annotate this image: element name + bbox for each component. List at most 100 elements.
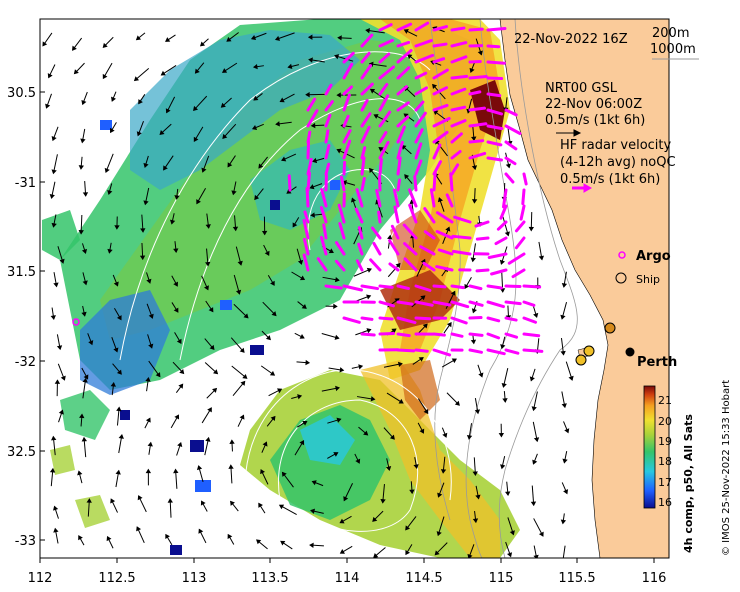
x-tick-label: 114.5: [405, 571, 442, 586]
hf-arrow: [414, 86, 429, 96]
hf-arrow: [287, 174, 292, 192]
gsl-arrowhead: [116, 369, 122, 375]
hf-arrow: [450, 105, 467, 112]
hf-arrow: [432, 130, 449, 144]
hf-arrow: [432, 170, 437, 192]
gsl-arrowhead: [177, 441, 183, 448]
gsl-arrowhead: [49, 194, 55, 199]
gsl-arrowhead: [378, 147, 384, 152]
ship-marker[interactable]: [575, 354, 587, 366]
hf-arrow: [302, 219, 310, 240]
gsl-arrowhead: [265, 335, 271, 341]
x-ticks: [39, 558, 655, 563]
y-ticks: [40, 91, 45, 541]
hf-arrow: [396, 178, 402, 192]
gsl-arrowhead: [261, 230, 268, 236]
hf-arrow: [432, 332, 446, 337]
gsl-arrowhead: [135, 35, 142, 41]
ship-marker[interactable]: [604, 322, 616, 334]
hf-arrow: [432, 143, 442, 160]
hf-arrow: [522, 300, 536, 307]
gsl-arrowhead: [201, 167, 207, 173]
gsl-arrowhead: [82, 280, 88, 286]
hf-arrow: [437, 248, 454, 256]
hf-arrow: [414, 53, 435, 64]
hf-arrow: [339, 175, 346, 192]
gsl-arrowhead: [165, 108, 171, 114]
argo-legend-label: Argo: [636, 249, 671, 264]
hf-arrow: [490, 268, 508, 276]
hf-arrow: [396, 140, 404, 160]
hf-arrow: [378, 284, 394, 289]
gsl-arrowhead: [77, 470, 83, 476]
gsl-arrowhead: [394, 298, 400, 304]
colorbar-tick-label: 18: [658, 455, 672, 468]
hf-arrow: [486, 348, 506, 356]
hf-arrow: [388, 262, 400, 272]
hf-arrow: [403, 257, 418, 272]
gsl-arrowhead: [470, 339, 477, 345]
hf-arrow: [504, 156, 517, 166]
gsl-arrowhead: [213, 369, 219, 375]
hf-arrow: [337, 203, 346, 224]
gsl-arrowhead: [229, 439, 235, 444]
gsl-arrowhead: [174, 414, 180, 420]
hf-arrow: [396, 22, 413, 32]
hf-arrow: [486, 300, 505, 309]
gsl-arrowhead: [466, 434, 473, 440]
hf-arrow: [449, 172, 454, 192]
gsl-arrowhead: [432, 83, 438, 89]
hf-arrow: [378, 110, 392, 128]
gsl-arrowhead: [471, 308, 477, 314]
gsl-arrowhead: [227, 533, 233, 540]
gsl-arrowhead: [107, 248, 113, 254]
gsl-arrowhead: [83, 374, 89, 380]
hf-arrow: [360, 316, 374, 321]
gsl-arrowhead: [358, 364, 364, 370]
gsl-arrowhead: [173, 281, 178, 287]
gsl-arrowhead: [264, 250, 270, 256]
gsl-arrowhead: [562, 458, 568, 464]
gsl-arrowhead: [80, 138, 86, 144]
hf-arrow: [519, 204, 526, 221]
gsl-arrowhead: [194, 68, 200, 74]
hf-arrow: [432, 68, 449, 80]
gsl-arrowhead: [243, 313, 249, 319]
city-label-perth: Perth: [637, 355, 677, 370]
gsl-arrowhead: [335, 385, 341, 392]
gsl-arrowhead: [297, 259, 304, 265]
hf-arrow: [450, 74, 469, 80]
gsl-arrowhead: [254, 194, 260, 201]
hf-arrow: [322, 223, 328, 240]
copyright-text: © IMOS 25-Nov-2022 15:33 Hobart: [721, 380, 732, 556]
hf-arrow: [487, 252, 508, 260]
hf-arrow: [342, 62, 354, 80]
hf-arrow: [522, 348, 544, 353]
hf-arrow: [360, 64, 373, 80]
gsl-arrowhead: [220, 102, 226, 108]
gsl-arrowhead: [422, 323, 428, 329]
argo-float-marker[interactable]: [72, 318, 80, 326]
hf-arrow: [414, 111, 427, 128]
hf-arrow: [522, 172, 528, 186]
hf-arrow: [514, 220, 526, 233]
hf-arrow: [403, 242, 418, 256]
hf-arrow: [342, 160, 347, 176]
hf-arrow: [474, 220, 490, 228]
gsl-arrowhead: [50, 315, 56, 320]
colorbar-tick-label: 16: [658, 496, 672, 509]
gsl-arrowhead: [560, 350, 566, 356]
gsl-arrowhead: [79, 413, 85, 419]
hf-arrow: [450, 163, 460, 176]
hf-arrow: [450, 316, 468, 325]
gsl-arrowhead: [200, 500, 206, 506]
gsl-arrowhead: [281, 471, 287, 477]
gsl-arrowhead: [147, 441, 153, 447]
ship-marker[interactable]: [583, 345, 595, 357]
hf-arrow: [414, 348, 429, 353]
gsl-arrowhead: [334, 54, 340, 60]
hf-arrow: [414, 128, 424, 144]
hf-arrow: [504, 300, 522, 306]
hf-arrow: [486, 124, 504, 131]
hf-arrow: [451, 234, 472, 240]
